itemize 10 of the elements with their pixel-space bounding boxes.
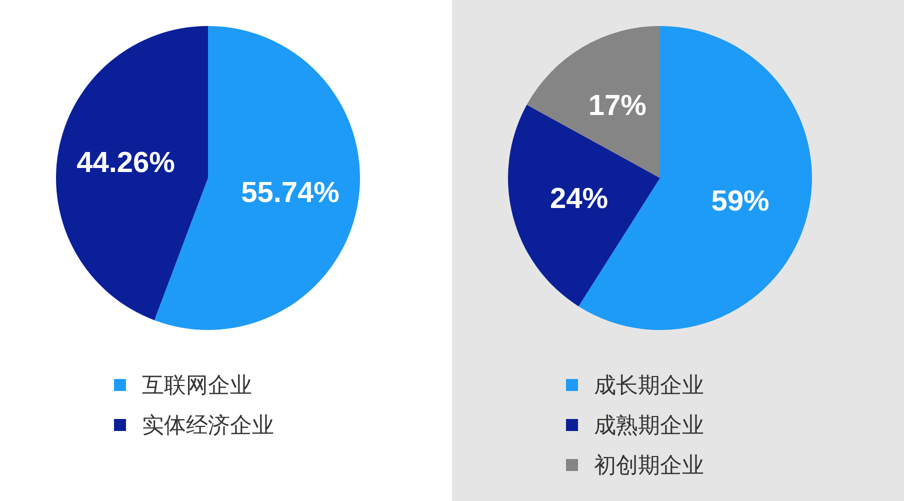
data-label: 17% (588, 90, 647, 122)
data-label: 24% (550, 182, 608, 215)
data-label: 59% (711, 185, 770, 218)
legend-label: 成熟期企业 (594, 412, 704, 438)
legend-label: 实体经济企业 (142, 412, 274, 438)
data-label: 44.26% (76, 147, 176, 180)
legend-label: 初创期企业 (594, 452, 704, 478)
legend-label: 互联网企业 (142, 372, 252, 398)
data-label: 55.74% (241, 176, 340, 209)
legend-label: 成长期企业 (594, 372, 704, 398)
